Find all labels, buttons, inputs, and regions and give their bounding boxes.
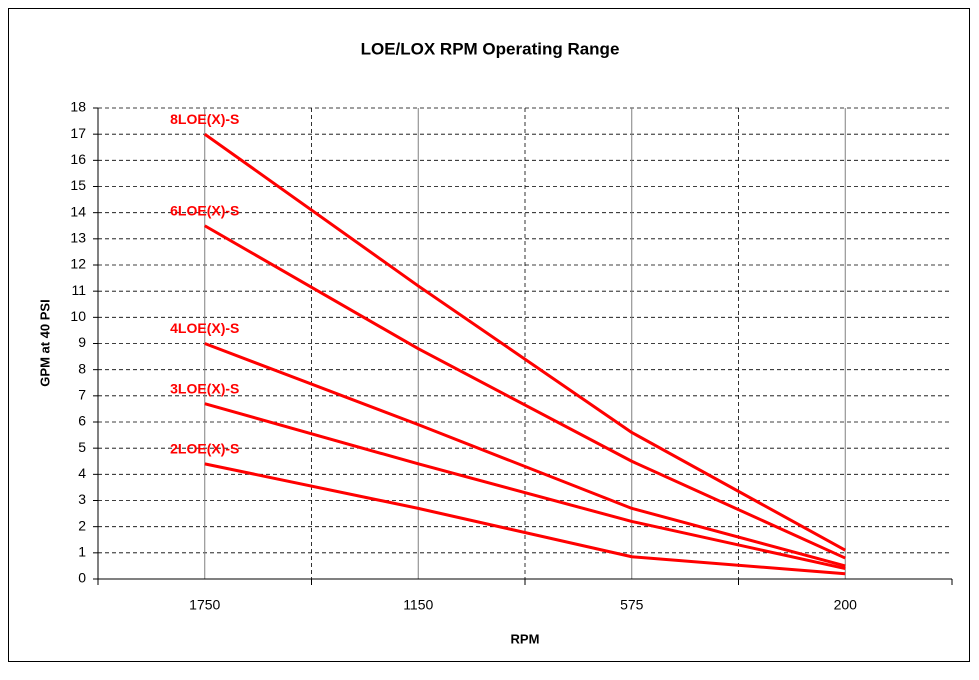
x-tick-label: 1750 [189,597,220,613]
series-line [204,342,846,568]
series-label: 4LOE(X)-S [170,320,239,336]
y-tick-label: 5 [78,439,86,455]
x-tick-label: 200 [834,597,858,613]
series-line [204,402,846,570]
y-tick-label: 14 [70,203,86,219]
y-tick-label: 4 [78,465,86,481]
x-tick-label: 1150 [403,597,433,613]
series-label: 8LOE(X)-S [170,111,239,127]
chart-title: LOE/LOX RPM Operating Range [361,39,620,58]
y-tick-label: 12 [70,256,86,272]
y-axis-title: GPM at 40 PSI [37,299,52,386]
y-tick-label: 6 [78,413,86,429]
y-tick-label: 18 [70,99,86,115]
series-label: 2LOE(X)-S [170,441,239,457]
y-tick-label: 13 [70,230,86,246]
y-tick-label: 10 [70,308,86,324]
y-tick-label: 7 [78,387,86,403]
y-tick-label: 15 [70,177,86,193]
y-tick-label: 1 [78,544,86,560]
y-tick-label: 17 [70,125,86,141]
series-label: 6LOE(X)-S [170,202,239,218]
y-tick-label: 0 [78,570,86,586]
y-tick-label: 9 [78,334,86,350]
y-tick-label: 16 [70,151,86,167]
series-line [203,132,846,552]
x-tick-label: 575 [620,597,644,613]
series-line [204,224,846,560]
x-axis-title: RPM [511,631,540,646]
series-label: 3LOE(X)-S [170,380,239,396]
y-tick-label: 11 [71,282,86,298]
y-tick-label: 3 [78,491,86,507]
series-line [204,462,846,576]
y-tick-label: 8 [78,360,86,376]
y-tick-label: 2 [78,517,86,533]
